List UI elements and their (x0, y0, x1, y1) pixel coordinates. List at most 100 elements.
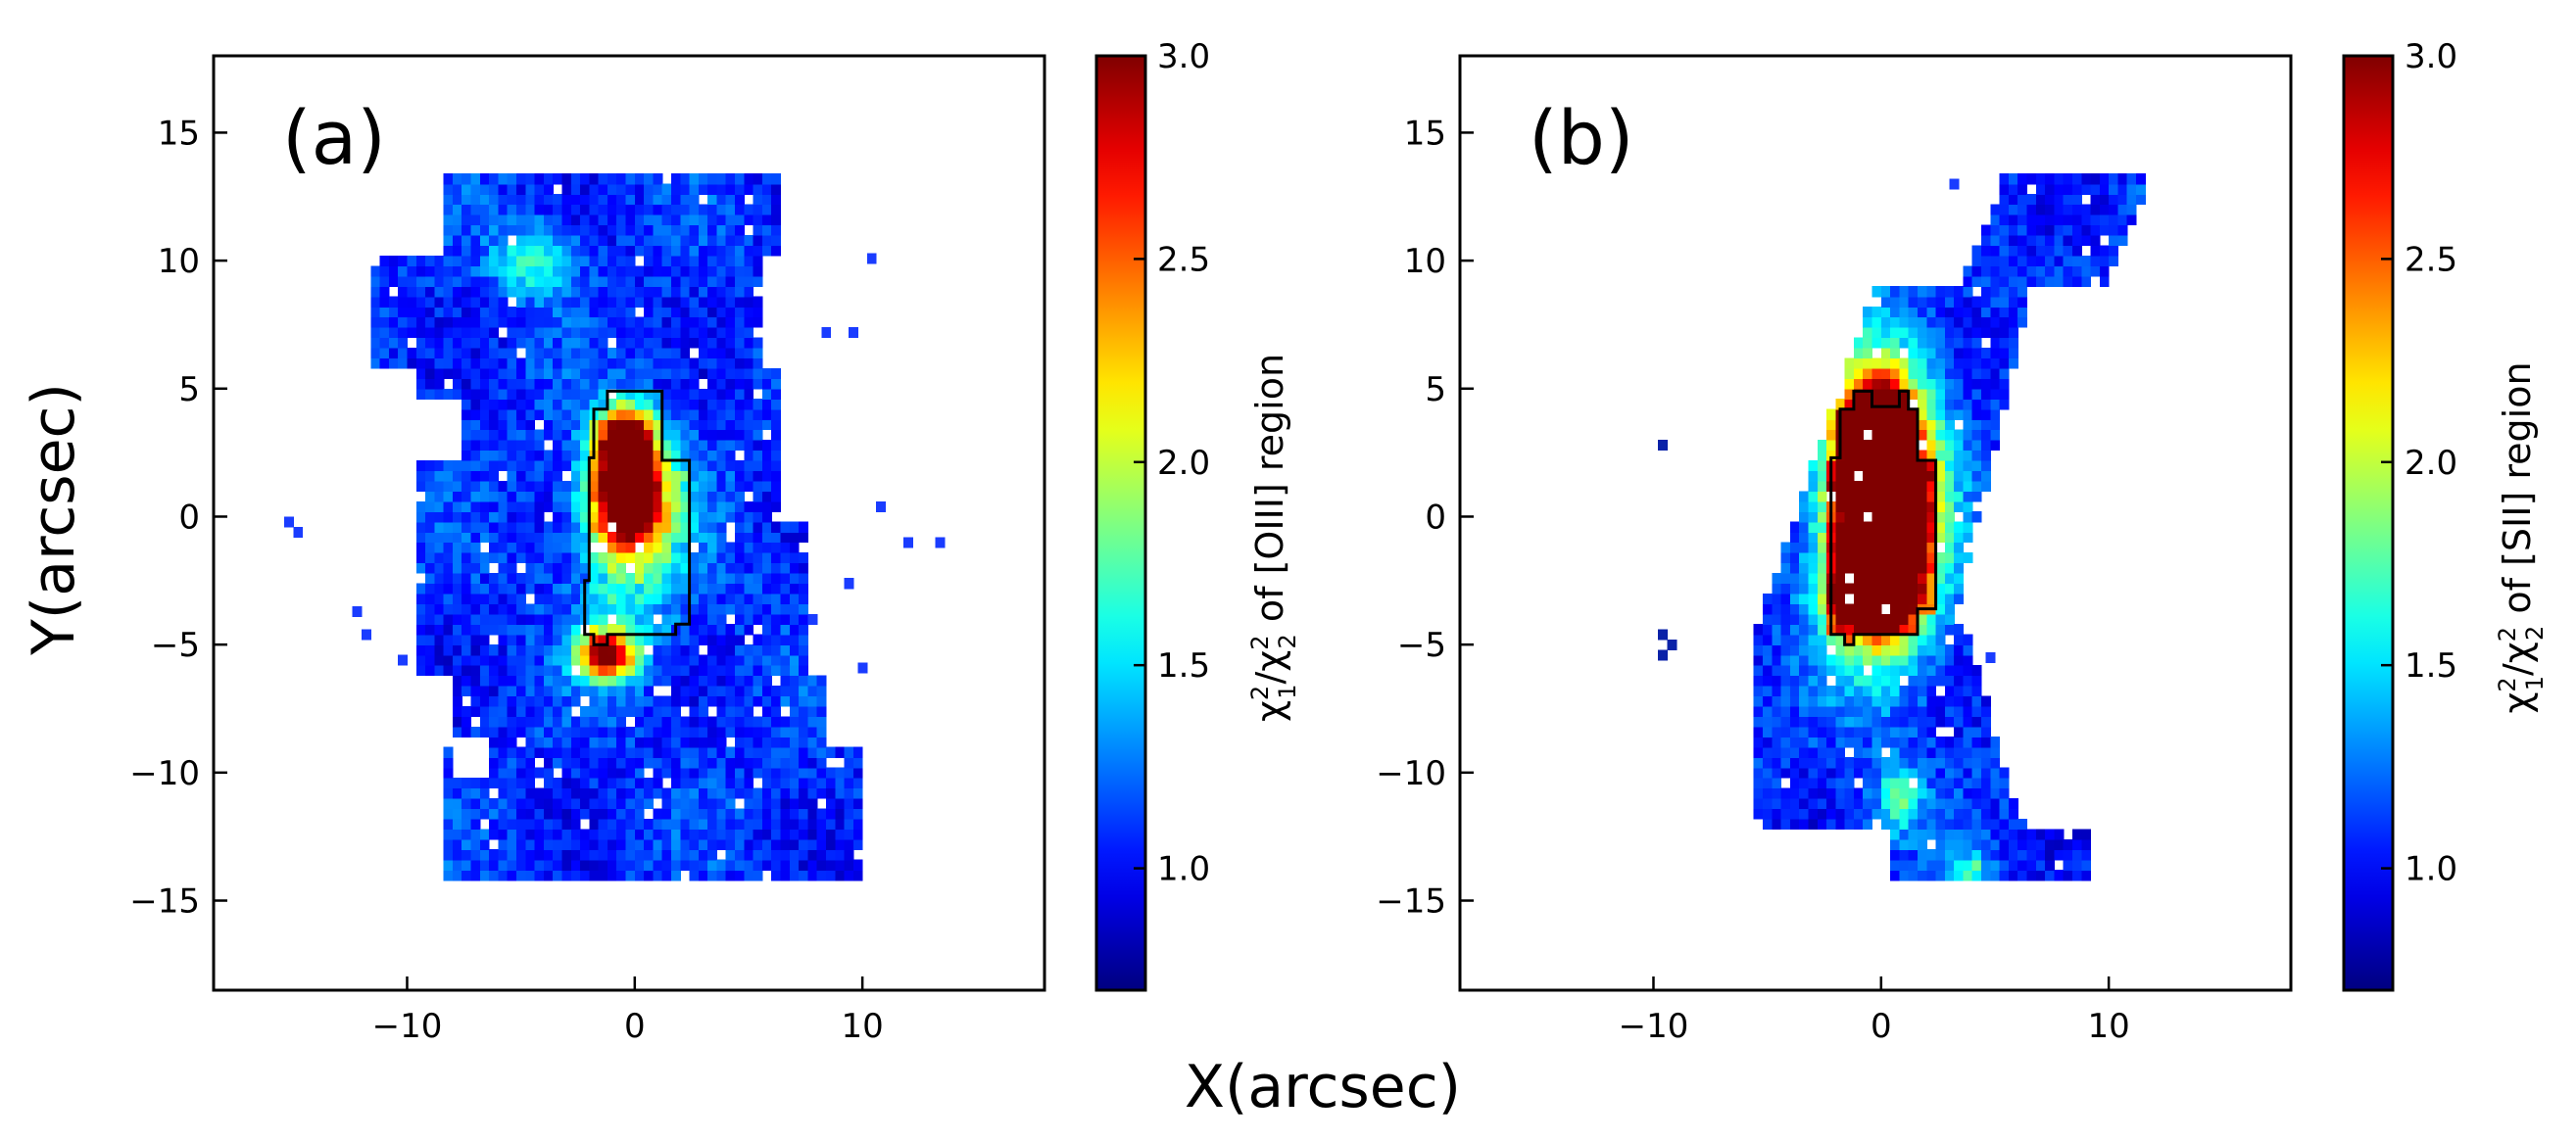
heatmap-cell (761, 644, 772, 656)
heatmap-cell (1835, 542, 1846, 553)
heatmap-cell (634, 787, 645, 799)
heatmap-cell (452, 613, 462, 625)
heatmap-cell (589, 204, 600, 215)
heatmap-cell (370, 348, 381, 359)
heatmap-cell (489, 316, 499, 328)
heatmap-cell (707, 348, 718, 359)
heatmap-cell (625, 480, 636, 492)
heatmap-cell (1844, 450, 1855, 461)
heatmap-cell (598, 634, 608, 645)
heatmap-cell (598, 265, 608, 277)
heatmap-cell (689, 757, 700, 769)
heatmap-cell (1826, 737, 1836, 748)
heatmap-cell (680, 399, 691, 410)
heatmap-cell (1763, 624, 1773, 636)
heatmap-cell (498, 316, 509, 328)
heatmap-cell (516, 367, 526, 379)
heatmap-cell (625, 778, 636, 789)
heatmap-cell (680, 521, 691, 533)
heatmap-cell (470, 624, 481, 636)
heatmap-cell (1890, 296, 1900, 308)
heatmap-cell (2008, 296, 2018, 308)
heatmap-cell (1926, 399, 1937, 410)
heatmap-cell (761, 399, 772, 410)
heatmap-cell (452, 838, 462, 850)
heatmap-cell (1954, 829, 1965, 840)
heatmap-cell (415, 470, 426, 482)
heatmap-cell (716, 275, 727, 287)
heatmap-cell (580, 419, 590, 431)
heatmap-cell (671, 562, 681, 574)
heatmap-cell (780, 521, 791, 533)
heatmap-cell (398, 275, 409, 287)
y-axis-label: Y(arcsec) (20, 383, 88, 656)
heatmap-cell (507, 818, 517, 830)
heatmap-cell (680, 429, 691, 441)
heatmap-cell (1990, 337, 2001, 349)
heatmap-cell (2026, 204, 2037, 215)
heatmap-cell (835, 838, 846, 850)
heatmap-cell (607, 695, 617, 707)
heatmap-cell (1954, 327, 1965, 339)
heatmap-cell (1789, 573, 1800, 585)
heatmap-cell (1844, 388, 1855, 400)
heatmap-cell (1899, 327, 1910, 339)
heatmap-cell (425, 613, 435, 625)
heatmap-cell (689, 859, 700, 871)
heatmap-cell (644, 429, 654, 441)
heatmap-cell (498, 624, 509, 636)
heatmap-cell (634, 705, 645, 717)
heatmap-cell (1817, 603, 1827, 615)
heatmap-cell (1908, 746, 1919, 758)
heatmap-cell (1899, 532, 1910, 544)
heatmap-cell (570, 654, 581, 666)
heatmap-cell (1999, 235, 2010, 247)
heatmap-cell (507, 798, 517, 810)
heatmap-cell (2099, 194, 2110, 206)
heatmap-cell (543, 500, 554, 512)
heatmap-cell (452, 183, 462, 195)
heatmap-cell (616, 245, 627, 257)
heatmap-cell (2072, 224, 2082, 236)
heatmap-cell (735, 665, 745, 677)
heatmap-cell (489, 737, 499, 748)
heatmap-cell (1908, 440, 1919, 452)
heatmap-cell (425, 603, 435, 615)
heatmap-cell (634, 778, 645, 789)
heatmap-cell (2126, 214, 2137, 226)
heatmap-cell (534, 183, 545, 195)
heatmap-cell (1826, 818, 1836, 830)
heatmap-cell (516, 235, 526, 247)
heatmap-cell (570, 367, 581, 379)
heatmap-cell (799, 593, 808, 604)
heatmap-cell (625, 255, 636, 266)
heatmap-cell (580, 808, 590, 820)
heatmap-cell (1853, 665, 1864, 677)
heatmap-cell (434, 511, 445, 523)
heatmap-cell (1853, 583, 1864, 595)
heatmap-cell (1853, 695, 1864, 707)
heatmap-cell (1981, 870, 1991, 881)
heatmap-cell (1990, 849, 2001, 861)
heatmap-cell (398, 337, 409, 349)
heatmap-cell (1844, 613, 1855, 625)
heatmap-cell (415, 348, 426, 359)
heatmap-cell (525, 348, 536, 359)
heatmap-cell (1935, 737, 1946, 748)
heatmap-cell (534, 829, 545, 840)
heatmap-cell (698, 808, 708, 820)
heatmap-cell (761, 245, 772, 257)
heatmap-cell (1954, 634, 1965, 645)
heatmap-cell (661, 603, 672, 615)
heatmap-cell (543, 204, 554, 215)
heatmap-cell (1817, 818, 1827, 830)
heatmap-cell (1808, 695, 1819, 707)
heatmap-cell (716, 255, 727, 266)
heatmap-cell (1990, 307, 2001, 318)
heatmap-cell (507, 613, 517, 625)
heatmap-cell (1990, 870, 2001, 881)
heatmap-cell (462, 778, 472, 789)
heatmap-cell (489, 348, 499, 359)
heatmap-cell (1918, 367, 1927, 379)
heatmap-cell (644, 613, 654, 625)
